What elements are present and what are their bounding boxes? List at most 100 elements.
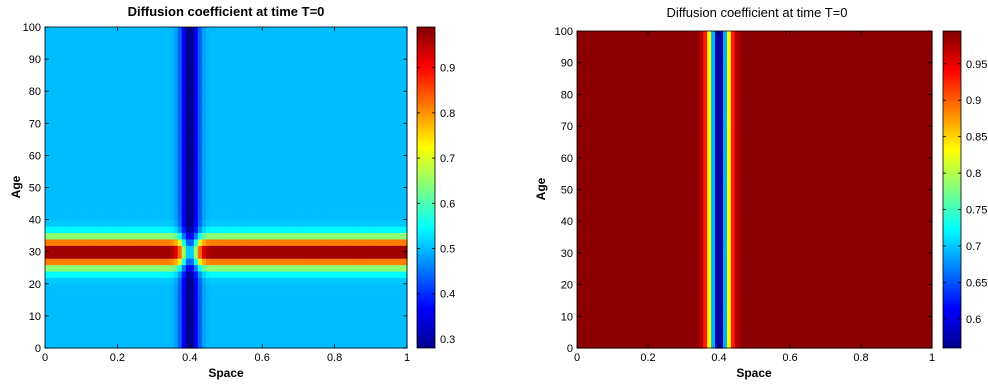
heatmap-cell xyxy=(61,123,66,131)
heatmap-cell xyxy=(238,315,243,323)
heatmap-cell xyxy=(81,155,86,163)
heatmap-cell xyxy=(45,142,50,150)
heatmap-cell xyxy=(378,315,384,323)
heatmap-cell xyxy=(109,251,114,259)
heatmap-cell xyxy=(302,315,308,323)
heatmap-cell xyxy=(346,136,352,144)
heatmap-cell xyxy=(306,251,312,259)
heatmap-cell xyxy=(137,206,143,214)
heatmap-cell xyxy=(691,322,696,330)
heatmap-cell xyxy=(719,341,724,349)
heatmap-cell xyxy=(318,174,324,182)
heatmap-cell xyxy=(366,155,372,163)
heatmap-cell xyxy=(254,232,259,240)
heatmap-cell xyxy=(177,52,183,60)
heatmap-cell xyxy=(254,187,259,195)
heatmap-cell xyxy=(370,161,376,169)
heatmap-cell xyxy=(85,59,90,67)
heatmap-cell xyxy=(342,213,348,221)
heatmap-cell xyxy=(310,84,316,92)
heatmap-cell xyxy=(238,155,243,163)
heatmap-cell xyxy=(746,328,752,336)
heatmap-cell xyxy=(274,303,279,311)
heatmap-cell xyxy=(113,238,118,246)
heatmap-cell xyxy=(294,238,299,246)
heatmap-cell xyxy=(221,219,227,227)
heatmap-cell xyxy=(354,148,360,156)
heatmap-cell xyxy=(165,309,171,317)
heatmap-cell xyxy=(306,328,312,336)
heatmap-cell xyxy=(109,155,114,163)
heatmap-cell xyxy=(161,155,167,163)
heatmap-cell xyxy=(258,52,263,60)
chart-right-heatmap xyxy=(577,31,933,349)
heatmap-cell xyxy=(81,148,86,156)
heatmap-cell xyxy=(302,97,308,105)
heatmap-cell xyxy=(133,142,139,150)
heatmap-cell xyxy=(683,328,689,336)
heatmap-cell xyxy=(326,335,332,343)
heatmap-cell xyxy=(209,27,215,35)
heatmap-cell xyxy=(624,341,629,349)
heatmap-cell xyxy=(85,136,90,144)
heatmap-cell xyxy=(85,187,90,195)
heatmap-cell xyxy=(125,328,131,336)
heatmap-cell xyxy=(294,322,299,330)
heatmap-cell xyxy=(398,219,404,227)
heatmap-cell xyxy=(322,303,328,311)
heatmap-cell xyxy=(197,181,203,189)
heatmap-cell xyxy=(157,155,163,163)
heatmap-cell xyxy=(69,148,74,156)
heatmap-cell xyxy=(825,341,831,349)
heatmap-cell xyxy=(350,155,356,163)
heatmap-cell xyxy=(49,200,54,208)
heatmap-cell xyxy=(270,59,275,67)
heatmap-cell xyxy=(121,71,127,79)
heatmap-cell xyxy=(382,277,388,285)
heatmap-cell xyxy=(246,59,251,67)
heatmap-cell xyxy=(153,328,159,336)
heatmap-cell xyxy=(258,78,263,86)
heatmap-cell xyxy=(149,110,155,118)
heatmap-cell xyxy=(137,148,143,156)
heatmap-cell xyxy=(386,168,392,176)
colorbar-tick-label: 0.3 xyxy=(440,334,455,346)
heatmap-cell xyxy=(719,335,724,343)
heatmap-cell xyxy=(302,136,308,144)
heatmap-cell xyxy=(189,296,195,304)
heatmap-cell xyxy=(181,270,187,278)
heatmap-cell xyxy=(262,155,267,163)
heatmap-cell xyxy=(350,341,356,349)
heatmap-cell xyxy=(73,270,78,278)
heatmap-cell xyxy=(282,232,287,240)
heatmap-cell xyxy=(149,129,155,137)
heatmap-cell xyxy=(294,129,299,137)
heatmap-cell xyxy=(157,219,163,227)
heatmap-cell xyxy=(193,129,199,137)
heatmap-cell xyxy=(282,296,287,304)
heatmap-cell xyxy=(310,322,316,330)
heatmap-cell xyxy=(294,46,299,54)
heatmap-cell xyxy=(250,148,255,156)
heatmap-cell xyxy=(290,277,295,285)
heatmap-cell xyxy=(141,283,147,291)
heatmap-cell xyxy=(61,142,66,150)
heatmap-cell xyxy=(346,328,352,336)
heatmap-cell xyxy=(101,283,106,291)
heatmap-cell xyxy=(153,46,159,54)
heatmap-cell xyxy=(153,238,159,246)
heatmap-cell xyxy=(258,59,263,67)
heatmap-cell xyxy=(73,219,78,227)
heatmap-cell xyxy=(378,303,384,311)
heatmap-cell xyxy=(205,232,211,240)
heatmap-cell xyxy=(49,283,54,291)
heatmap-cell xyxy=(262,129,267,137)
heatmap-cell xyxy=(169,33,175,41)
heatmap-cell xyxy=(185,296,191,304)
heatmap-cell xyxy=(209,52,215,60)
heatmap-cell xyxy=(197,39,203,47)
heatmap-cell xyxy=(137,213,143,221)
heatmap-cell xyxy=(85,309,90,317)
heatmap-cell xyxy=(93,335,98,343)
heatmap-cell xyxy=(382,116,388,124)
